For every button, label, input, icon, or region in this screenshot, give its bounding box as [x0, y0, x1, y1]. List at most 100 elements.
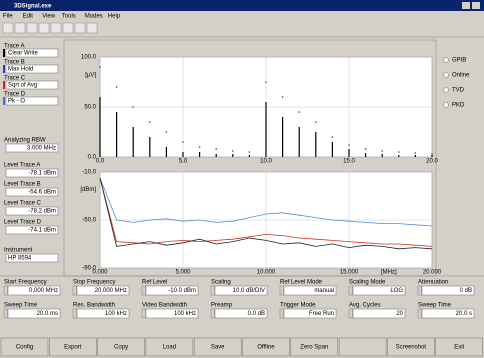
spinner[interactable] — [348, 285, 353, 296]
param-field[interactable] — [283, 285, 337, 296]
param-label: Scaling — [211, 280, 231, 286]
param-field[interactable] — [76, 308, 130, 319]
spike — [116, 112, 118, 157]
level-field — [5, 187, 59, 197]
trace-color — [3, 81, 5, 89]
button[interactable] — [97, 337, 145, 357]
maximize-button[interactable] — [462, 2, 470, 9]
button[interactable] — [290, 337, 339, 357]
param-field[interactable] — [7, 308, 61, 319]
radio-button[interactable] — [443, 102, 449, 108]
param-field[interactable] — [352, 285, 406, 296]
spinner[interactable] — [3, 285, 8, 296]
param-label: Res. Bandwidth — [73, 303, 115, 309]
toolbar-button[interactable] — [38, 22, 50, 34]
param-field[interactable] — [145, 308, 199, 319]
spinner[interactable] — [417, 308, 422, 319]
trace-mode-field[interactable] — [5, 48, 59, 58]
trace-mode-field[interactable] — [5, 64, 59, 74]
button[interactable] — [145, 337, 194, 357]
level-value: -78.1 dBm — [28, 171, 56, 177]
trace-line — [99, 177, 433, 250]
menu-item[interactable]: Tools — [62, 14, 76, 20]
trace-mode-field[interactable] — [5, 80, 59, 90]
menu-item[interactable]: Edit — [23, 14, 34, 20]
toolbar-button[interactable] — [74, 22, 86, 34]
radio-button[interactable] — [443, 57, 449, 63]
spinner[interactable] — [3, 308, 8, 319]
rbw-field — [5, 143, 59, 153]
level-label: Level Trace C — [4, 201, 42, 207]
button[interactable] — [242, 337, 290, 357]
level-value: -54.6 dBm — [28, 190, 56, 196]
radio-button[interactable] — [443, 87, 449, 93]
param-value: 20.0 ms — [37, 311, 58, 317]
param-label: Ref Level — [142, 280, 167, 286]
rbw-value: 3.000 MHz — [27, 146, 56, 152]
toolbar-button[interactable] — [62, 22, 74, 34]
menu-item[interactable]: View — [42, 14, 56, 20]
trace-mode: Sqrt of Avg — [8, 83, 37, 89]
param-value: 100 kHz — [174, 311, 196, 317]
spike — [315, 132, 317, 157]
param-field[interactable] — [7, 285, 61, 296]
button-label: Export — [64, 345, 82, 351]
toolbar-button[interactable] — [14, 22, 26, 34]
param-field[interactable] — [145, 285, 199, 296]
data-point — [132, 106, 134, 108]
spike — [365, 153, 367, 157]
button[interactable] — [387, 337, 435, 357]
button[interactable] — [193, 337, 242, 357]
spinner[interactable] — [279, 285, 284, 296]
spinner[interactable] — [141, 285, 146, 296]
menu-item[interactable]: Modes — [85, 14, 103, 20]
spinner[interactable] — [417, 285, 422, 296]
spinner[interactable] — [210, 308, 215, 319]
button-label: Copy — [114, 345, 128, 351]
param-field[interactable] — [352, 308, 406, 319]
toolbar-button[interactable] — [26, 22, 38, 34]
toolbar-button[interactable] — [50, 22, 62, 34]
data-point — [398, 151, 400, 153]
button[interactable] — [0, 337, 49, 357]
spinner[interactable] — [141, 308, 146, 319]
param-field[interactable] — [283, 308, 337, 319]
spike — [414, 155, 416, 157]
button[interactable] — [338, 337, 387, 357]
radio-label: PKD — [452, 103, 465, 109]
button[interactable] — [48, 337, 97, 357]
spinner[interactable] — [348, 308, 353, 319]
button[interactable] — [435, 337, 484, 357]
toolbar-button[interactable] — [86, 22, 98, 34]
instrument-label: Instrument — [4, 248, 33, 254]
param-field[interactable] — [421, 285, 475, 296]
radio-button[interactable] — [443, 72, 449, 78]
y-tick-label: -50.0 — [82, 218, 96, 224]
param-field[interactable] — [421, 308, 475, 319]
trace-mode: Max Hold — [8, 67, 33, 73]
close-button[interactable] — [472, 2, 480, 9]
param-field[interactable] — [214, 308, 268, 319]
trace-mode-field[interactable] — [5, 96, 59, 106]
spinner[interactable] — [210, 285, 215, 296]
param-label: Stop Frequency — [73, 280, 115, 286]
param-field[interactable] — [76, 285, 130, 296]
data-point — [331, 136, 334, 138]
instrument-value: HP 8594 — [8, 256, 32, 262]
menu-item[interactable]: Help — [108, 14, 121, 20]
param-value: -10.0 dBm — [168, 288, 196, 294]
trace-color — [3, 65, 5, 73]
param-label: Video Bandwidth — [142, 303, 187, 309]
spinner[interactable] — [72, 285, 77, 296]
spike — [282, 117, 284, 157]
spinner[interactable] — [279, 308, 284, 319]
menu-item[interactable]: File — [3, 14, 13, 20]
spinner[interactable] — [72, 308, 77, 319]
data-point — [115, 86, 118, 88]
button-label: Load — [163, 345, 176, 351]
param-field[interactable] — [214, 285, 268, 296]
toolbar-button[interactable] — [2, 22, 14, 34]
trace-color — [3, 49, 5, 57]
x-tick-label: 15.000 — [340, 270, 359, 276]
spike — [265, 102, 267, 157]
